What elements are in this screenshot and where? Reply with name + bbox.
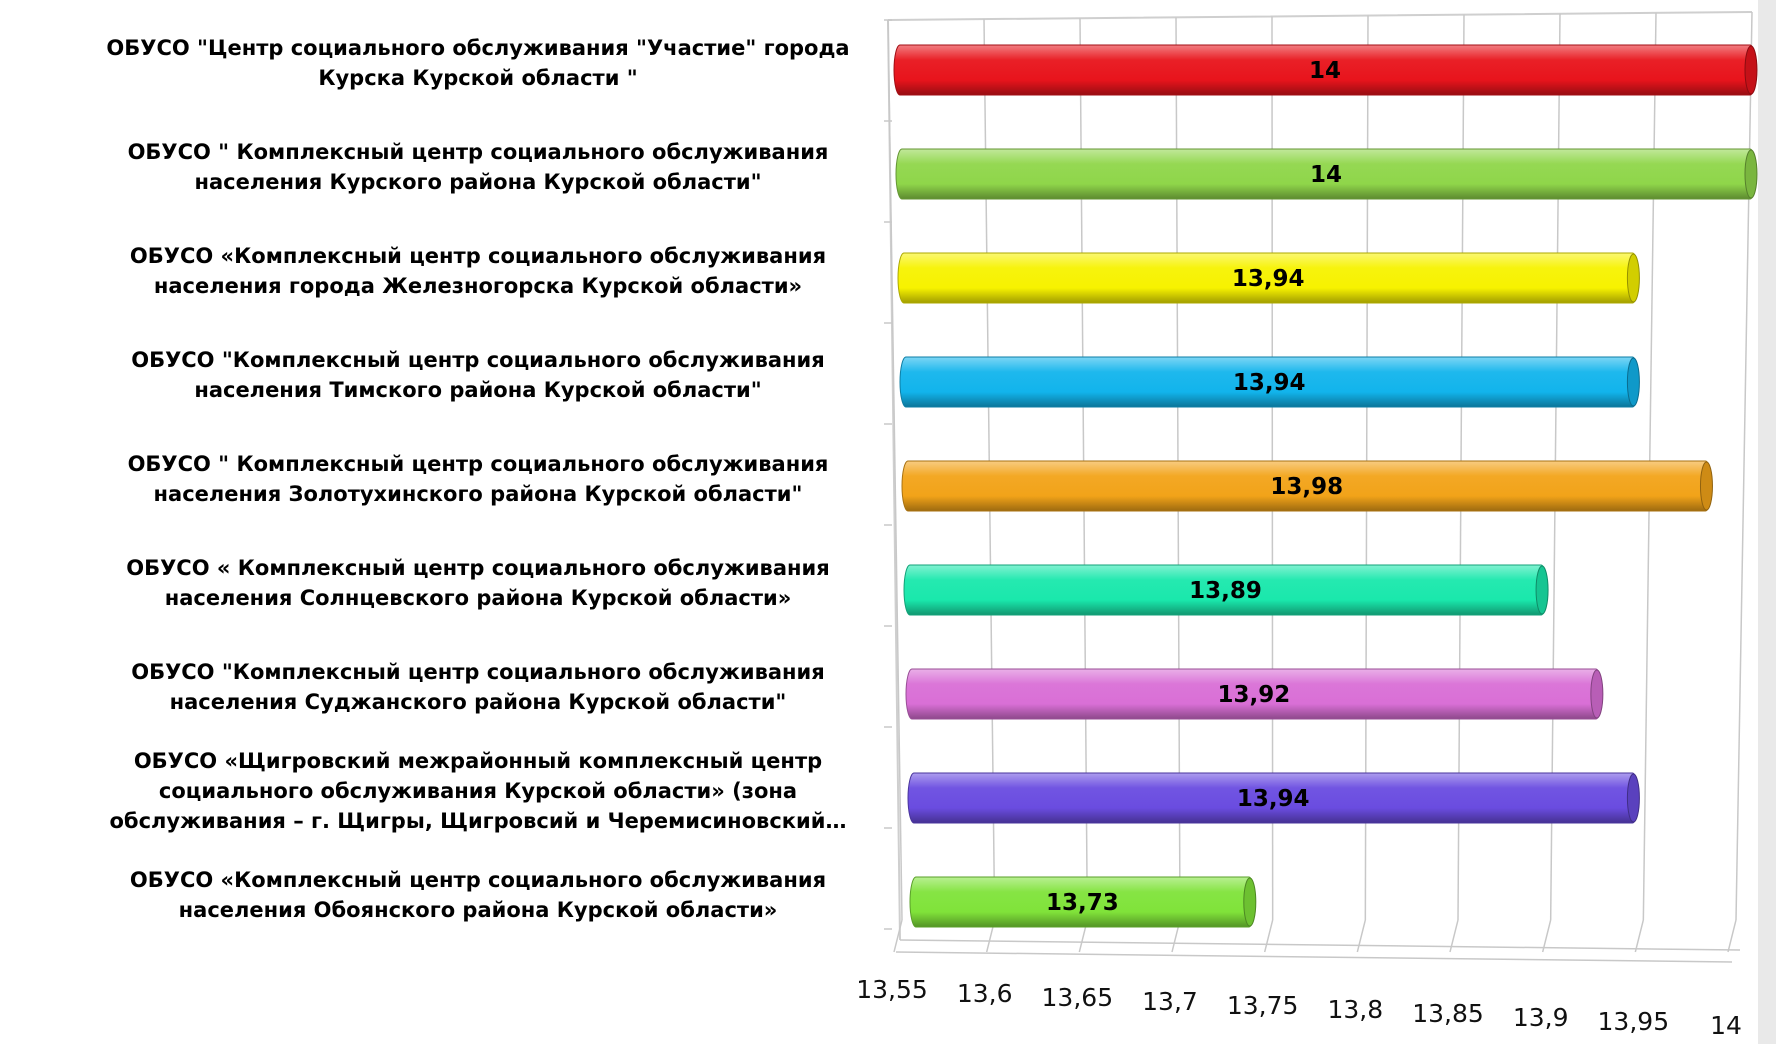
bar-end-cap (1744, 45, 1758, 95)
gridline (887, 19, 903, 921)
floor-gridline (1263, 919, 1274, 953)
category-label: ОБУСО " Комплексный центр социального об… (128, 140, 829, 164)
bar-end-cap (1243, 877, 1257, 927)
floor-back-edge (899, 939, 1741, 951)
bar-end-cap (1590, 669, 1604, 719)
data-label: 13,94 (1233, 370, 1306, 396)
floor-gridline (893, 919, 903, 953)
data-label: 14 (1309, 58, 1341, 84)
category-label: населения Курского района Курской област… (194, 170, 761, 194)
category-label: ОБУСО «Щигровский межрайонный комплексны… (134, 749, 822, 773)
floor-gridline (1356, 919, 1367, 953)
category-label: населения города Железногорска Курской о… (154, 274, 802, 298)
x-tick-label: 13,65 (1042, 983, 1114, 1012)
bar-end-cap (1699, 461, 1713, 511)
floor-gridline (1634, 919, 1645, 953)
bars: 14 14 13,94 13,94 13,98 13,89 13,92 13,94 13,73 (893, 44, 1758, 928)
x-tick-label: 13,9 (1513, 1003, 1569, 1032)
data-label: 13,94 (1232, 266, 1305, 292)
data-label: 13,98 (1270, 474, 1343, 500)
floor-gridline (1541, 919, 1552, 953)
x-axis-ticks: 13,55 13,6 13,65 13,7 13,75 13,8 13,85 13,9 13,9… (856, 975, 1742, 1040)
x-tick-label: 14 (1710, 1011, 1742, 1040)
data-label: 13,92 (1218, 682, 1291, 708)
x-tick-label: 13,75 (1227, 991, 1299, 1020)
right-edge-shadow (1758, 0, 1776, 1044)
category-labels: ОБУСО "Центр социального обслуживания "У… (106, 36, 849, 922)
category-label: ОБУСО «Комплексный центр социального обс… (130, 244, 826, 268)
bar-end-cap (1626, 357, 1640, 407)
category-label: Курска Курской области " (318, 66, 637, 90)
x-tick-label: 13,85 (1412, 999, 1484, 1028)
data-label: 13,89 (1189, 578, 1262, 604)
category-label: населения Суджанского района Курской обл… (170, 690, 787, 714)
data-label: 13,94 (1237, 786, 1310, 812)
category-label: населения Тимского района Курской област… (194, 378, 761, 402)
category-label: ОБУСО "Комплексный центр социального обс… (131, 348, 825, 372)
bar-end-cap (1744, 149, 1758, 199)
category-label: обслуживания – г. Щигры, Щигровсий и Чер… (110, 809, 847, 833)
bar-end-cap (1626, 773, 1640, 823)
category-label: населения Солнцевского района Курской об… (165, 586, 792, 610)
gridline (1735, 11, 1753, 921)
floor-edge (895, 951, 1733, 963)
data-label: 14 (1310, 162, 1342, 188)
x-tick-label: 13,55 (856, 975, 928, 1004)
bar-end-cap (1535, 565, 1549, 615)
category-label: населения Золотухинского района Курской … (154, 482, 803, 506)
x-tick-label: 13,95 (1598, 1007, 1670, 1036)
category-label: ОБУСО "Комплексный центр социального обс… (131, 660, 825, 684)
category-label: социального обслуживания Курской области… (159, 779, 797, 803)
category-label: ОБУСО « Комплексный центр социального об… (126, 556, 829, 580)
x-tick-label: 13,7 (1142, 987, 1198, 1016)
data-label: 13,73 (1046, 890, 1119, 916)
x-tick-label: 13,6 (957, 979, 1013, 1008)
bar-end-cap (1626, 253, 1640, 303)
category-label: населения Обоянского района Курской обла… (179, 898, 778, 922)
category-label: ОБУСО «Комплексный центр социального обс… (130, 868, 826, 892)
category-label: ОБУСО " Комплексный центр социального об… (128, 452, 829, 476)
x-tick-label: 13,8 (1327, 995, 1383, 1024)
floor-gridline (1727, 919, 1737, 953)
category-label: ОБУСО "Центр социального обслуживания "У… (106, 36, 849, 60)
